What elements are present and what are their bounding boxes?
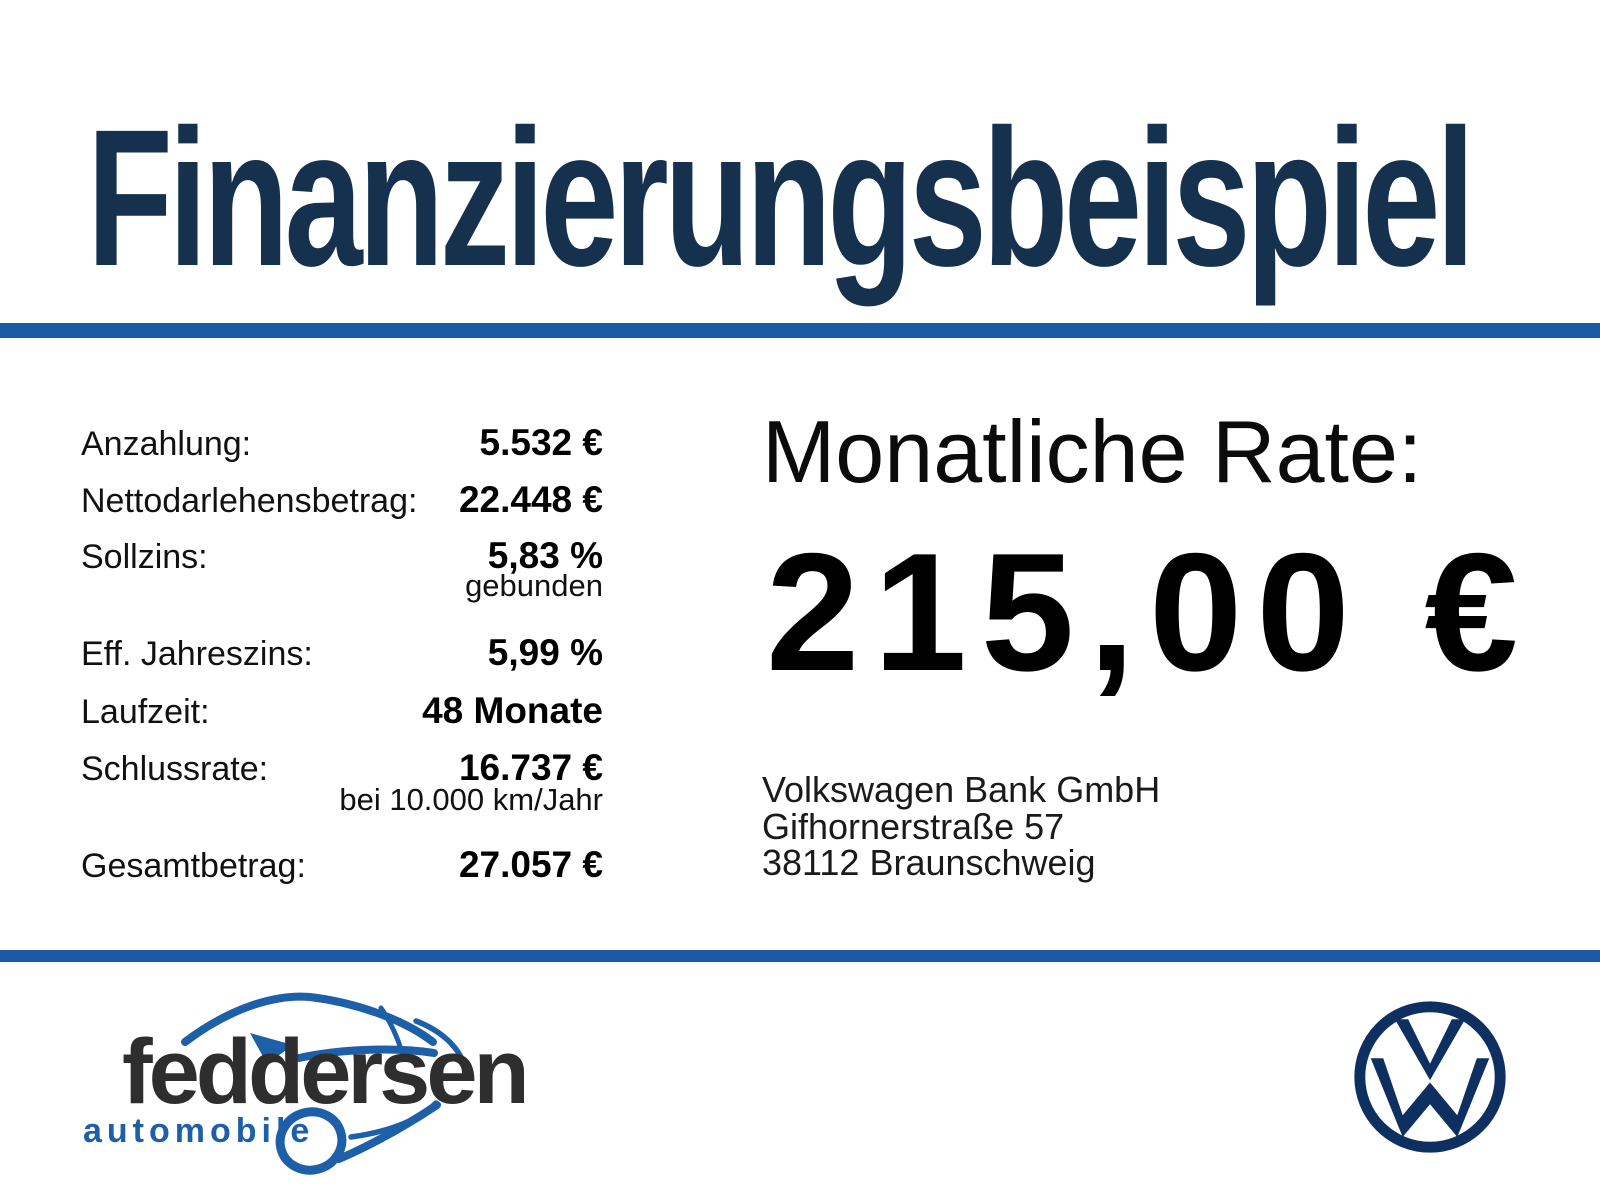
row-value: 16.737 € — [458, 747, 603, 788]
bank-city: 38112 Braunschweig — [762, 842, 1096, 883]
table-row: Sollzins: 5,83 % — [81, 537, 603, 574]
row-note: bei 10.000 km/Jahr — [339, 782, 603, 817]
bank-name: Volkswagen Bank GmbH — [762, 769, 1161, 810]
row-label: Sollzins: — [81, 538, 208, 576]
row-value: 27.057 € — [458, 844, 603, 885]
row-value: 5,99 % — [487, 632, 603, 673]
monthly-rate-label: Monatliche Rate: — [762, 402, 1423, 501]
row-label: Eff. Jahreszins: — [81, 635, 313, 673]
vw-logo-icon — [1354, 1001, 1506, 1153]
table-row: Anzahlung: 5.532 € — [81, 424, 603, 461]
top-divider-bar — [0, 323, 1600, 338]
table-row: Laufzeit: 48 Monate — [81, 692, 603, 729]
table-row: Schlussrate: 16.737 € — [81, 749, 603, 786]
vw-ring — [1354, 1001, 1506, 1153]
car-sketch-icon — [181, 992, 467, 1175]
row-note: gebunden — [465, 568, 603, 603]
table-row: Nettodarlehensbetrag: 22.448 € — [81, 481, 603, 518]
dealer-logo: feddersen automobile — [83, 992, 530, 1175]
row-label: Anzahlung: — [81, 425, 252, 463]
bank-street: Gifhornerstraße 57 — [762, 805, 1065, 847]
vw-v — [1394, 1019, 1466, 1081]
bottom-divider-bar — [0, 950, 1600, 962]
row-value: 22.448 € — [458, 479, 603, 520]
dealer-subtitle: automobile — [83, 1112, 314, 1150]
row-label: Nettodarlehensbetrag: — [81, 482, 418, 520]
row-value: 48 Monate — [422, 690, 603, 731]
row-value: 5,83 % — [487, 535, 603, 576]
dealer-name: feddersen — [122, 1021, 526, 1123]
row-label: Gesamtbetrag: — [81, 847, 306, 885]
bank-address: Volkswagen Bank GmbH Gifhornerstraße 57 … — [762, 769, 1161, 883]
table-row: Eff. Jahreszins: 5,99 % — [81, 634, 603, 671]
page-title: Finanzierungsbeispiel — [87, 89, 1475, 307]
monthly-rate-value: 215,00 € — [766, 518, 1532, 706]
row-label: Laufzeit: — [81, 693, 210, 731]
row-label: Schlussrate: — [81, 750, 269, 788]
vw-w — [1370, 1058, 1490, 1138]
row-value: 5.532 € — [479, 422, 603, 463]
table-row: Gesamtbetrag: 27.057 € — [81, 846, 603, 883]
